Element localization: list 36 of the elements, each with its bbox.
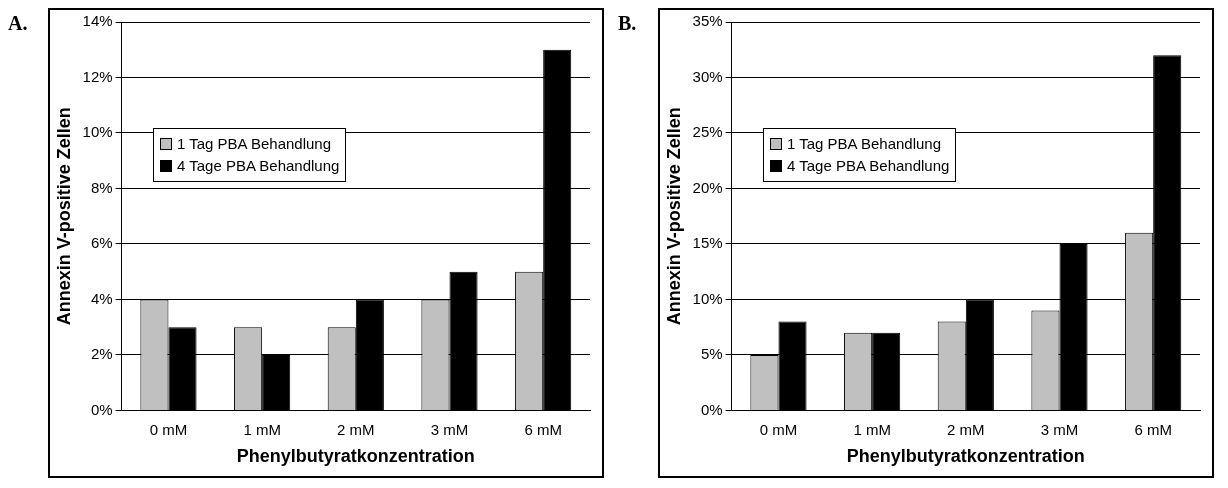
y-tick-label: 8% <box>90 178 113 196</box>
legend-label: 4 Tage PBA Behandlung <box>787 156 950 176</box>
x-tick-label: 2 mM <box>947 420 985 438</box>
y-tick-label: 12% <box>82 67 113 85</box>
legend-label: 4 Tage PBA Behandlung <box>177 156 340 176</box>
y-tick-label: 0% <box>700 400 723 418</box>
x-tick-label: 1 mM <box>853 420 891 438</box>
y-tick-label: 2% <box>90 345 113 363</box>
x-tick-label: 3 mM <box>430 420 469 438</box>
x-tick-label: 2 mM <box>337 420 375 438</box>
y-tick-label: 15% <box>692 234 723 252</box>
legend-label: 1 Tag PBA Behandlung <box>787 134 942 154</box>
y-tick-label: 20% <box>692 178 723 196</box>
y-tick-label: 5% <box>700 345 723 363</box>
y-axis-title: Annexin V-positive Zellen <box>53 107 74 326</box>
y-tick-label: 14% <box>82 12 113 30</box>
x-tick-label: 0 mM <box>759 420 798 438</box>
y-tick-label: 25% <box>692 123 723 141</box>
y-tick-label: 0% <box>90 400 113 418</box>
x-tick-label: 0 mM <box>149 420 188 438</box>
y-tick-label: 30% <box>692 67 723 85</box>
x-tick-label: 6 mM <box>524 420 562 438</box>
y-tick-label: 10% <box>692 289 723 307</box>
x-axis-title: Phenylbutyratkonzentration <box>846 446 1085 467</box>
x-tick-label: 6 mM <box>1134 420 1172 438</box>
legend-label: 1 Tag PBA Behandlung <box>177 134 332 154</box>
x-axis-title: Phenylbutyratkonzentration <box>236 446 475 467</box>
y-tick-label: 35% <box>692 12 723 30</box>
y-tick-label: 10% <box>82 123 113 141</box>
y-axis-title: Annexin V-positive Zellen <box>663 107 684 326</box>
chart-title: A. <box>8 12 28 35</box>
chart-title: B. <box>618 12 637 35</box>
x-tick-label: 3 mM <box>1040 420 1079 438</box>
x-tick-label: 1 mM <box>243 420 281 438</box>
y-tick-label: 4% <box>90 289 113 307</box>
y-tick-label: 6% <box>90 234 113 252</box>
